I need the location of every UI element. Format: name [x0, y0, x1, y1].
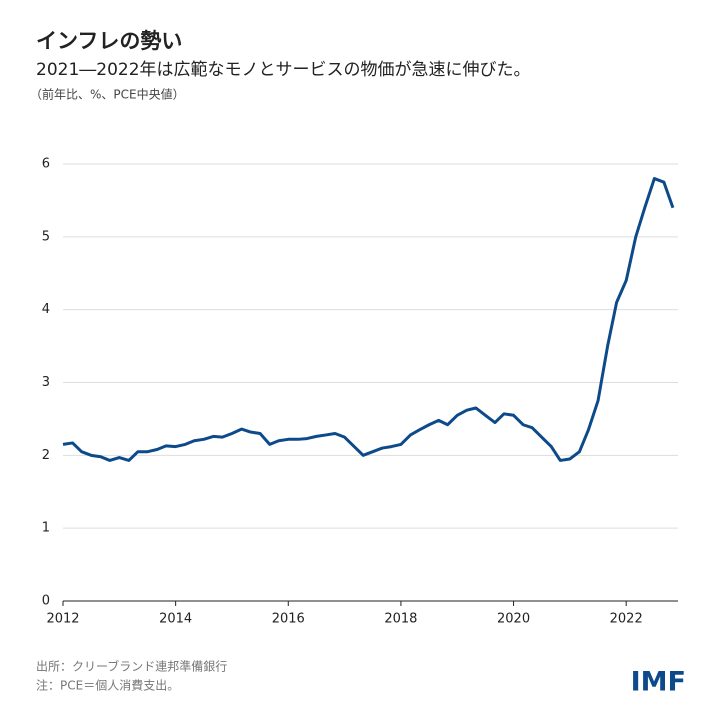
- x-tick-label: 2016: [272, 612, 305, 627]
- y-tick-label: 2: [42, 448, 50, 463]
- x-tick-label: 2014: [159, 612, 192, 627]
- data-line: [62, 177, 675, 462]
- x-tick-label: 2012: [46, 612, 79, 627]
- y-tick-label: 5: [42, 229, 50, 244]
- y-tick-label: 1: [42, 521, 50, 536]
- x-tick-label: 2022: [610, 612, 643, 627]
- source: 出所：クリーブランド連邦準備銀行: [36, 659, 227, 674]
- y-tick-label: 6: [42, 157, 50, 172]
- chart-title: インフレの勢い: [36, 29, 182, 53]
- x-tick-label: 2018: [384, 612, 417, 627]
- y-tick-label: 3: [42, 375, 50, 390]
- unit-note: （前年比、%、PCE中央値）: [30, 87, 185, 102]
- y-tick-label: 4: [42, 302, 50, 317]
- y-tick-label: 0: [42, 594, 50, 609]
- chart-subtitle: 2021―2022年は広範なモノとサービスの物価が急速に伸びた。: [36, 60, 531, 80]
- note: 注：PCE＝個人消費支出。: [36, 678, 179, 693]
- logo: IMF: [631, 667, 686, 698]
- x-tick-label: 2020: [497, 612, 530, 627]
